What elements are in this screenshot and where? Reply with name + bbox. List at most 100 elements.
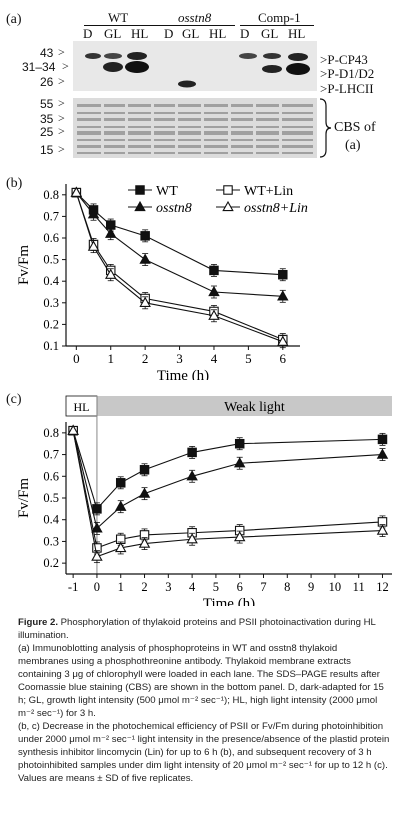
chart-b: 0.1 0.2 0.3 0.4 0.5 0.6 0.7 0.8 0 1 2 3 4 5 6 Time (h) F…: [16, 184, 308, 380]
caption-para-bc: (b, c) Decrease in the photochemical eff…: [18, 721, 390, 784]
group-underline: [240, 25, 314, 26]
lane-label: GL: [261, 26, 279, 41]
arrow-icon: >: [58, 74, 65, 88]
x-tick-label: 2: [142, 351, 149, 366]
x-tick-label: 3: [176, 351, 183, 366]
mw-marker-label: 26: [40, 75, 54, 89]
data-point: [233, 530, 246, 542]
x-axis-label: Time (h): [203, 596, 255, 606]
x-tick-label: 12: [376, 580, 389, 594]
data-point: [223, 185, 233, 195]
cbs-label-sub: (a): [345, 138, 361, 153]
y-tick-label: 0.4: [43, 274, 59, 288]
caption-para-a: (a) Immunoblotting analysis of phosphopr…: [18, 643, 384, 719]
x-tick-label: 10: [329, 580, 342, 594]
group-underline: [84, 25, 166, 26]
y-tick-label: 0.5: [43, 491, 59, 505]
x-tick-label: 0: [94, 580, 100, 594]
x-tick-label: 3: [165, 580, 171, 594]
data-point: [91, 550, 103, 561]
band-label-text: P-D1/D2: [327, 66, 375, 81]
y-axis-label: Fv/Fm: [16, 478, 32, 518]
data-point: [186, 533, 198, 544]
data-point: [377, 434, 388, 445]
cbs-bracket: [319, 98, 332, 158]
x-tick-label: 5: [213, 580, 219, 594]
phospho-blot: [73, 41, 317, 91]
group-label-wt: WT: [108, 10, 129, 25]
y-axis-label: Fv/Fm: [16, 245, 32, 285]
y-tick-label: 0.1: [43, 339, 59, 353]
lane-label: HL: [288, 26, 306, 41]
x-tick-label: 6: [237, 580, 243, 594]
legend-label: WT+Lin: [244, 184, 293, 199]
y-tick-label: 0.8: [43, 426, 59, 440]
x-tick-label: 1: [107, 351, 114, 366]
data-point: [233, 457, 246, 468]
x-tick-label: 1: [118, 580, 124, 594]
y-tick-label: 0.3: [43, 296, 59, 310]
band-label-text: P-LHCII: [327, 81, 374, 96]
y-tick-label: 0.4: [43, 513, 59, 527]
cbs-blot: [73, 98, 317, 158]
x-axis-label: Time (h): [157, 368, 209, 380]
band-label-cp43: >P-CP43: [320, 52, 368, 67]
data-point: [91, 522, 103, 533]
series-line: [72, 430, 383, 510]
data-point: [376, 524, 389, 535]
x-tick-label: 2: [141, 580, 147, 594]
data-point: [234, 438, 245, 449]
mw-marker-label: 31–34: [22, 60, 56, 74]
data-point: [114, 541, 127, 553]
series-line: [75, 192, 283, 297]
data-point: [114, 500, 127, 511]
x-tick-label: -1: [68, 580, 78, 594]
data-point: [208, 285, 220, 297]
data-point: [87, 208, 100, 219]
lane-label: GL: [182, 26, 200, 41]
data-point: [104, 268, 117, 279]
data-point: [208, 309, 220, 320]
mw-marker-label: 25: [40, 125, 54, 139]
data-point: [277, 335, 289, 346]
data-point: [187, 447, 197, 458]
lane-label: GL: [104, 26, 122, 41]
data-point: [135, 185, 145, 195]
mw-marker-label: 15: [40, 143, 54, 157]
panel-c-label: (c): [6, 392, 22, 407]
x-tick-label: 9: [308, 580, 314, 594]
x-tick-label: 4: [211, 351, 218, 366]
group-underline: [165, 25, 235, 26]
data-point: [140, 231, 150, 241]
series-line: [72, 430, 383, 549]
x-tick-label: 5: [245, 351, 252, 366]
arrow-icon: >: [58, 142, 65, 156]
data-point: [222, 200, 234, 212]
band-label-d1d2: >P-D1/D2: [320, 66, 375, 81]
data-point: [67, 424, 79, 435]
hl-label: HL: [73, 400, 89, 414]
lane-label: D: [83, 26, 93, 41]
cbs-label: CBS of: [334, 120, 376, 135]
y-tick-label: 0.7: [43, 209, 59, 223]
data-point: [209, 265, 219, 276]
panel-b-label: (b): [6, 176, 23, 191]
lane-label: HL: [131, 26, 149, 41]
weak-light-bar: [96, 396, 393, 416]
mw-marker-label: 43: [40, 46, 54, 60]
caption-title-text: Phosphorylation of thylakoid proteins an…: [18, 617, 376, 641]
y-tick-label: 0.8: [43, 188, 59, 202]
data-point: [115, 478, 126, 488]
data-point: [277, 290, 289, 301]
y-tick-label: 0.7: [43, 448, 59, 462]
x-tick-label: 8: [284, 580, 290, 594]
data-point: [87, 240, 100, 251]
legend-label: osstn8: [156, 201, 192, 216]
data-point: [104, 227, 117, 238]
legend-label: osstn8+Lin: [244, 201, 308, 216]
group-label-osstn8: osstn8: [178, 10, 212, 25]
lane-label: HL: [209, 26, 227, 41]
y-tick-label: 0.2: [43, 556, 59, 570]
group-label-comp1: Comp-1: [258, 10, 301, 25]
